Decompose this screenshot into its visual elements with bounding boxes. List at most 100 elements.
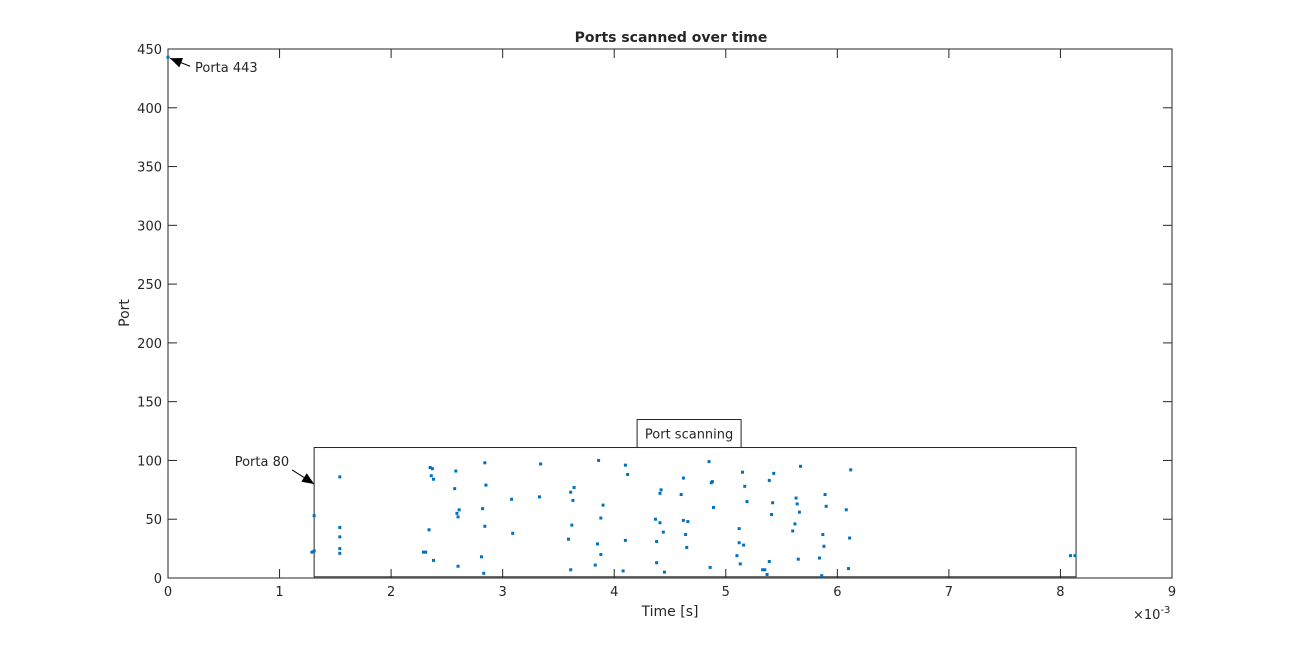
data-point bbox=[479, 555, 483, 559]
data-point bbox=[658, 491, 662, 495]
data-point bbox=[741, 470, 745, 474]
data-point bbox=[484, 483, 488, 487]
data-point bbox=[761, 568, 765, 572]
data-point bbox=[427, 528, 431, 532]
x-tick-label: 6 bbox=[833, 585, 841, 600]
data-point bbox=[679, 493, 683, 497]
data-point bbox=[765, 572, 769, 576]
x-exponent-label: ×10-3 bbox=[1133, 605, 1170, 623]
data-point bbox=[569, 490, 573, 494]
x-tick-label: 4 bbox=[610, 585, 618, 600]
data-point bbox=[312, 514, 316, 518]
data-point bbox=[772, 471, 776, 475]
data-point bbox=[770, 513, 774, 517]
data-point bbox=[430, 467, 434, 471]
data-point bbox=[456, 515, 460, 519]
data-point bbox=[623, 538, 627, 542]
data-point bbox=[822, 544, 826, 548]
data-point bbox=[338, 535, 342, 539]
data-point bbox=[510, 497, 514, 501]
data-point bbox=[597, 458, 601, 462]
data-point bbox=[796, 557, 800, 561]
y-axis: 0 50 100 150 200 250 300 350 400 450 bbox=[137, 43, 1172, 587]
porta-443-arrow-head bbox=[170, 58, 183, 68]
data-point bbox=[1068, 554, 1072, 558]
data-point bbox=[745, 500, 749, 504]
data-point bbox=[483, 461, 487, 465]
y-tick-label: 100 bbox=[137, 454, 162, 469]
y-tick-label: 300 bbox=[137, 219, 162, 234]
data-point bbox=[537, 495, 541, 499]
data-point bbox=[599, 552, 603, 556]
data-point bbox=[791, 529, 795, 533]
data-point bbox=[737, 541, 741, 545]
data-point bbox=[457, 508, 461, 512]
data-point bbox=[421, 550, 425, 554]
data-point bbox=[738, 562, 742, 566]
y-axis-label: Port bbox=[117, 299, 133, 327]
data-point bbox=[743, 484, 747, 488]
data-point bbox=[849, 468, 853, 472]
data-point bbox=[712, 505, 716, 509]
data-point bbox=[659, 488, 663, 492]
data-point bbox=[763, 568, 767, 572]
data-point bbox=[338, 547, 342, 551]
x-tick-label: 5 bbox=[722, 585, 730, 600]
data-point bbox=[655, 540, 659, 544]
data-point bbox=[626, 473, 630, 477]
y-tick-label: 200 bbox=[137, 337, 162, 352]
chart-title: Ports scanned over time bbox=[575, 30, 768, 46]
data-point bbox=[483, 524, 487, 528]
porta-80-label: Porta 80 bbox=[235, 455, 289, 470]
data-point bbox=[593, 563, 597, 567]
y-tick-label: 150 bbox=[137, 396, 162, 411]
data-point bbox=[601, 503, 605, 507]
x-tick-label: 7 bbox=[945, 585, 953, 600]
data-point bbox=[539, 462, 543, 466]
data-point bbox=[572, 485, 576, 489]
data-point bbox=[569, 568, 573, 572]
data-point bbox=[824, 504, 828, 508]
data-point bbox=[794, 496, 798, 500]
data-point bbox=[312, 549, 316, 553]
data-point bbox=[681, 476, 685, 480]
x-tick-label: 9 bbox=[1168, 585, 1176, 600]
data-point bbox=[338, 475, 342, 479]
data-point bbox=[771, 501, 775, 505]
data-point bbox=[623, 463, 627, 467]
data-points bbox=[166, 55, 1077, 578]
data-point bbox=[767, 560, 771, 564]
data-point bbox=[708, 565, 712, 569]
data-point bbox=[848, 536, 852, 540]
plot-area bbox=[167, 48, 1173, 579]
data-point bbox=[338, 551, 342, 555]
data-point bbox=[653, 517, 657, 521]
y-tick-label: 50 bbox=[145, 513, 162, 528]
y-tick-label: 0 bbox=[154, 572, 162, 587]
y-tick-label: 250 bbox=[137, 278, 162, 293]
data-point bbox=[599, 516, 603, 520]
data-point bbox=[795, 502, 799, 506]
data-point bbox=[570, 523, 574, 527]
data-point bbox=[735, 554, 739, 558]
data-point bbox=[797, 510, 801, 514]
data-point bbox=[710, 480, 714, 484]
data-point bbox=[571, 498, 575, 502]
data-point bbox=[338, 525, 342, 529]
y-tick-label: 450 bbox=[137, 43, 162, 58]
annotations: Port scanning Porta 443 Porta 80 bbox=[169, 57, 1077, 578]
data-point bbox=[166, 55, 170, 59]
data-point bbox=[684, 533, 688, 537]
x-tick-label: 1 bbox=[275, 585, 283, 600]
x-axis: 0 1 2 3 4 5 6 7 8 9 bbox=[164, 49, 1176, 600]
y-tick-label: 400 bbox=[137, 102, 162, 117]
data-point bbox=[454, 469, 458, 473]
y-tick-label: 350 bbox=[137, 161, 162, 176]
data-point bbox=[456, 564, 460, 568]
data-point bbox=[793, 522, 797, 526]
port-scanning-label: Port scanning bbox=[645, 428, 733, 443]
data-point bbox=[1073, 554, 1077, 558]
data-point bbox=[511, 531, 515, 535]
x-tick-label: 8 bbox=[1056, 585, 1064, 600]
